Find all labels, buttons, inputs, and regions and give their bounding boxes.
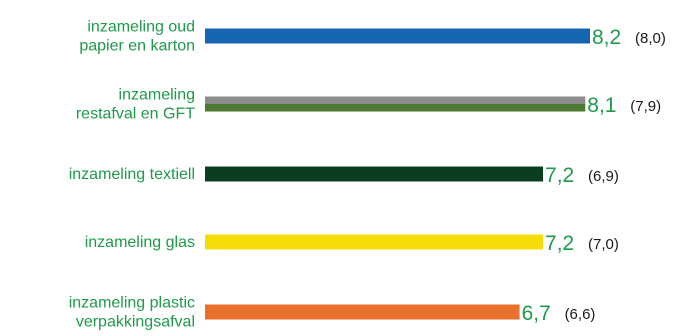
category-label: inzameling oud <box>87 19 195 36</box>
category-label: restafval en GFT <box>76 106 195 123</box>
bar <box>205 28 590 44</box>
bar-group: inzameling restafval en GFT 8,1 (7,9) <box>76 87 661 123</box>
value-label: 6,7 <box>522 302 551 325</box>
value-label: 8,2 <box>592 26 621 49</box>
bar <box>205 234 544 250</box>
bar <box>205 304 520 320</box>
bar <box>205 104 586 112</box>
category-label: verpakkingsafval <box>76 314 195 331</box>
value-label: 8,1 <box>587 94 616 117</box>
previous-value-label: (8,0) <box>635 30 666 47</box>
category-label: inzameling plastic <box>69 295 195 312</box>
previous-value-label: (7,9) <box>630 98 661 115</box>
category-label: inzameling glas <box>85 234 195 251</box>
bar <box>205 166 544 182</box>
bar-group: inzameling textiell 7,2 (6,9) <box>69 164 619 187</box>
previous-value-label: (6,6) <box>565 306 596 323</box>
bar-group: inzameling plastic verpakkingsafval 6,7 (6,… <box>69 295 596 331</box>
previous-value-label: (7,0) <box>588 236 619 253</box>
category-label: inzameling <box>119 87 195 104</box>
value-label: 7,2 <box>545 232 574 255</box>
category-label: papier en karton <box>79 38 195 55</box>
previous-value-label: (6,9) <box>588 168 619 185</box>
bar-group: inzameling oud papier en karton 8,2 (8,0) <box>79 19 665 55</box>
value-label: 7,2 <box>545 164 574 187</box>
bar <box>205 96 586 104</box>
category-label: inzameling textiell <box>69 166 195 183</box>
bar-group: inzameling glas 7,2 (7,0) <box>85 232 619 255</box>
